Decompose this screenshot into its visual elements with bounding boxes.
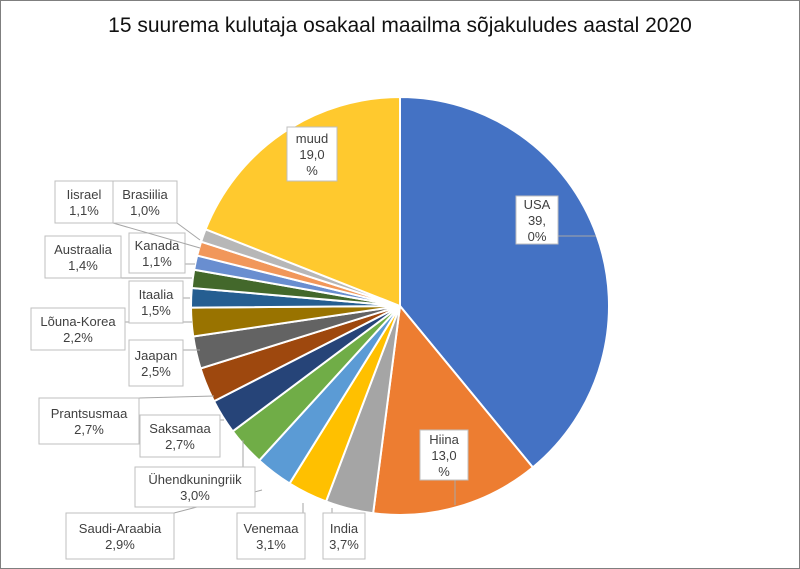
pie-slices [190,95,610,516]
data-label-box [38,397,140,445]
pie-slice-2 [372,303,535,516]
label-leader-line [112,222,201,249]
data-label-value: % [438,464,450,479]
chart-title: 15 suurema kulutaja osakaal maailma sõja… [108,14,692,37]
data-label-category: Kanada [135,238,181,253]
data-label-value: 2,9% [105,537,135,552]
data-label-category: Itaalia [139,287,174,302]
data-label-category: Ühendkuningriik [148,472,242,487]
data-label-category: Austraalia [54,242,113,257]
data-label-value: % [306,163,318,178]
data-label-value: 13,0 [431,448,456,463]
data-label-box [419,429,469,481]
pie-slice-16 [204,95,401,308]
data-label-box [65,512,175,560]
data-label-box [128,280,184,324]
data-label-value: 1,1% [69,203,99,218]
data-label-category: India [330,521,359,536]
data-label-value: 19,0 [299,147,324,162]
data-label-box [139,414,221,458]
label-leader-line [176,222,201,241]
pie-slice-1 [399,95,610,469]
data-label-category: Jaapan [135,348,178,363]
data-label-category: Venemaa [244,521,300,536]
data-label-value: 1,1% [142,254,172,269]
data-label-box [30,307,126,351]
data-label-value: 1,5% [141,303,171,318]
data-label-box [128,339,184,387]
data-label-category: Hiina [429,432,459,447]
data-label-value: 3,1% [256,537,286,552]
data-label-category: Saksamaa [149,421,211,436]
label-leader-line [138,395,215,399]
data-label-box [128,232,186,274]
data-label-category: muud [296,131,329,146]
data-label-box [44,235,122,279]
data-label-value: 2,7% [165,437,195,452]
data-label-box [236,512,306,560]
data-label-box [134,466,256,508]
data-label-value: 3,7% [329,537,359,552]
data-label-value: 2,5% [141,364,171,379]
data-label-box [322,512,366,560]
data-label-box [515,195,559,245]
data-label-value: 1,0% [130,203,160,218]
data-label-value: 2,7% [74,422,104,437]
data-label-value: 2,2% [63,330,93,345]
data-label-category: Iisrael [67,187,102,202]
data-label-category: Saudi-Araabia [79,521,162,536]
data-label-category: Brasiilia [122,187,168,202]
data-label-box [286,126,338,182]
data-label-value: 1,4% [68,258,98,273]
data-label-value: 3,0% [180,488,210,503]
data-label-value: 39, [528,213,546,228]
data-label-category: Lõuna-Korea [40,314,116,329]
data-label-value: 0% [528,229,547,244]
data-label-category: USA [524,197,551,212]
data-label-box [112,180,178,224]
data-label-category: Prantsusmaa [51,406,128,421]
